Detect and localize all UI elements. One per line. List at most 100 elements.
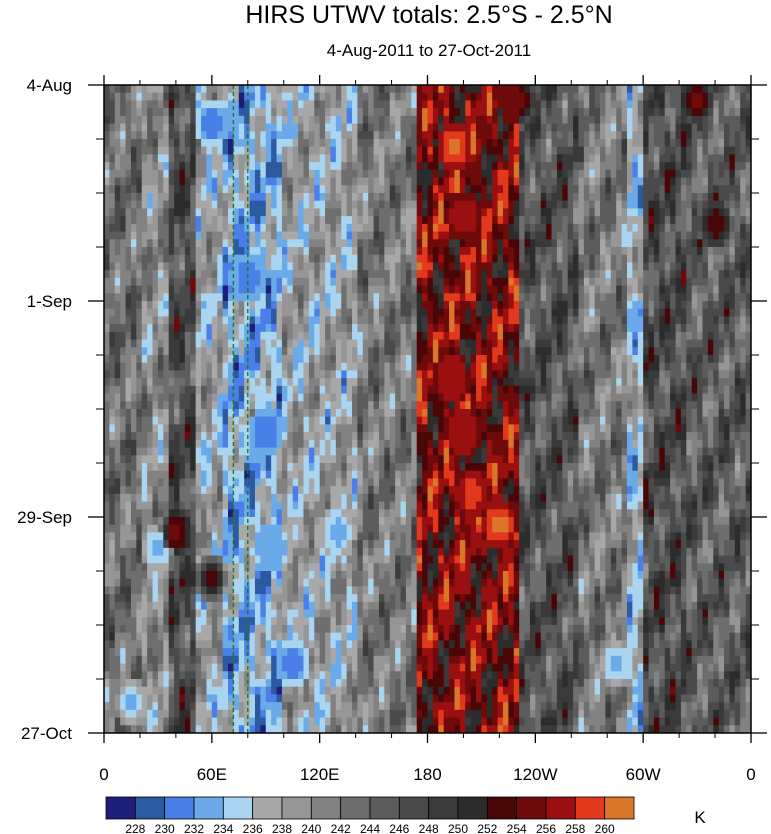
heatmap-cell [686, 247, 693, 256]
heatmap-cell [616, 378, 623, 387]
heatmap-cell [201, 154, 208, 163]
heatmap-cell [120, 185, 127, 194]
heatmap-cell [373, 100, 380, 109]
heatmap-cell [411, 277, 418, 287]
heatmap-cell [470, 100, 477, 109]
heatmap-cell [308, 301, 315, 310]
heatmap-cell [486, 262, 493, 271]
heatmap-cell [109, 285, 116, 294]
heatmap-cell [535, 370, 542, 379]
heatmap-cell [589, 247, 596, 256]
heatmap-cell [233, 169, 240, 179]
heatmap-cell [508, 262, 515, 271]
heatmap-cell [697, 385, 704, 395]
heatmap-cell [292, 162, 299, 171]
heatmap-cell [416, 401, 423, 410]
heatmap-cell [125, 385, 132, 395]
heatmap-cell [567, 208, 574, 217]
heatmap-cell [357, 370, 364, 379]
heatmap-cell [481, 362, 488, 372]
heatmap-cell [465, 339, 472, 348]
heatmap-cell [341, 200, 348, 210]
heatmap-cell [303, 223, 310, 233]
heatmap-cell [626, 308, 633, 318]
heatmap-cell [524, 285, 531, 294]
heatmap-cell [378, 262, 385, 271]
heatmap-cell [346, 108, 353, 117]
heatmap-cell [211, 370, 218, 379]
heatmap-cell [411, 162, 418, 171]
heatmap-cell [395, 378, 402, 387]
heatmap-cell [680, 131, 687, 140]
heatmap-cell [109, 216, 116, 225]
heatmap-cell [174, 223, 181, 233]
heatmap-cell [432, 362, 439, 372]
heatmap-cell [174, 85, 181, 94]
heatmap-cell [260, 154, 267, 163]
heatmap-cell [626, 131, 633, 140]
heatmap-cell [136, 393, 143, 402]
heatmap-cell [368, 85, 375, 94]
heatmap-cell [271, 216, 278, 225]
heatmap-cell [653, 277, 660, 287]
heatmap-cell [373, 270, 380, 279]
heatmap-cell [281, 239, 288, 248]
heatmap-cell [449, 208, 456, 217]
heatmap-cell [583, 308, 590, 318]
heatmap-cell [621, 231, 628, 240]
heatmap-cell [589, 301, 596, 310]
heatmap-cell [438, 123, 445, 132]
heatmap-cell [729, 347, 736, 356]
heatmap-cell [362, 92, 369, 102]
heatmap-cell [729, 277, 736, 287]
heatmap-cell [271, 293, 278, 302]
heatmap-cell [179, 308, 186, 318]
heatmap-cell [513, 200, 520, 210]
heatmap-cell [238, 370, 245, 379]
heatmap-cell [481, 154, 488, 163]
heatmap-cell [551, 370, 558, 379]
heatmap-cell [411, 393, 418, 402]
heatmap-cell [578, 239, 585, 248]
heatmap-cell [228, 100, 234, 109]
heatmap-cell [573, 347, 580, 356]
heatmap-cell [362, 355, 369, 364]
heatmap-cell [578, 115, 585, 125]
heatmap-cell [422, 185, 429, 194]
heatmap-cell [578, 370, 585, 379]
heatmap-cell [594, 115, 601, 125]
heatmap-cell [287, 108, 294, 117]
heatmap-cell [626, 355, 633, 364]
heatmap-cell [567, 200, 574, 210]
heatmap-cell [546, 324, 553, 333]
heatmap-cell [546, 239, 553, 248]
heatmap-cell [535, 393, 542, 402]
heatmap-cell [648, 216, 655, 225]
heatmap-cell [157, 378, 164, 387]
heatmap-cell [168, 223, 175, 233]
heatmap-cell [740, 131, 747, 140]
heatmap-cell [378, 254, 385, 264]
heatmap-cell [163, 293, 170, 302]
heatmap-cell [249, 270, 256, 279]
heatmap-cell [125, 331, 132, 341]
heatmap-cell [325, 347, 332, 356]
heatmap-cell [341, 370, 348, 379]
heatmap-cell [476, 331, 483, 341]
heatmap-cell [152, 247, 159, 256]
heatmap-cell [362, 177, 369, 186]
heatmap-cell [643, 285, 650, 294]
heatmap-cell [616, 139, 623, 148]
heatmap-cell [443, 146, 450, 156]
heatmap-cell [362, 200, 369, 210]
heatmap-cell [519, 362, 526, 372]
heatmap-cell [292, 308, 299, 318]
heatmap-cell [637, 316, 644, 325]
heatmap-cell [174, 339, 181, 348]
heatmap-cell [616, 316, 623, 325]
heatmap-cell [675, 324, 682, 333]
heatmap-cell [228, 92, 234, 102]
heatmap-cell [454, 100, 461, 109]
heatmap-cell [352, 331, 359, 341]
heatmap-cell [497, 208, 504, 217]
